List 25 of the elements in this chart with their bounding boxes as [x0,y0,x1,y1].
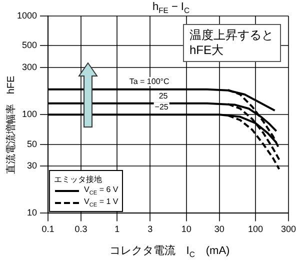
annotation: 温度上昇すると hFE大 [182,24,280,62]
x-tick-label: 300 [280,224,296,234]
x-tick-label: 0.1 [42,224,54,234]
legend-title: エミッタ接地 [54,174,104,186]
y-axis-title: 直流電流増幅率 hFE [4,74,18,176]
annotation: Ta = 100°C [129,77,170,86]
x-tick-label: 10 [181,224,192,234]
text: コレクタ電流 I$_{C}$ (mA) [109,245,230,260]
y-tick-label: 30 [27,160,38,171]
y-tick-label: 10 [27,208,38,218]
annotation: −25 [154,102,169,112]
y-tick-label: 100 [22,109,38,120]
x-tick-label: 3 [148,224,153,234]
x-tick-label: 1 [114,224,120,234]
x-tick-label: 30 [214,224,224,234]
legend-label: V$_{CE}$ = 6 V [84,185,118,197]
y-tick-label: 50 [27,138,38,149]
legend-label: V$_{CE}$ = 1 V [84,197,118,209]
x-tick-label: 100 [248,224,264,234]
y-tick-label: 500 [22,40,38,50]
chart-title: h$_{FE}$ − I$_{C}$ [151,1,191,16]
x-tick-label: 0.3 [74,224,88,234]
y-tick-label: 1000 [16,10,38,20]
y-tick-label: 300 [22,62,38,72]
annotation: 25 [158,91,168,100]
